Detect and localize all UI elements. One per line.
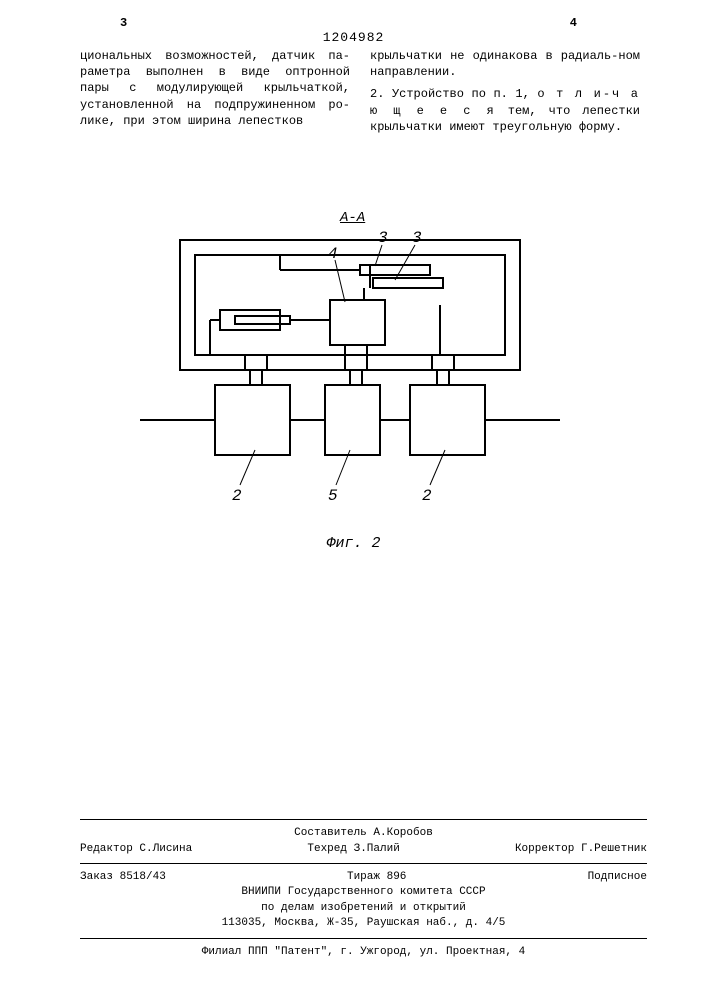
column-left: циональных возможностей, датчик па-рамет… [80, 48, 350, 129]
label-5: 5 [328, 487, 338, 505]
org2: по делам изобретений и открытий [80, 901, 647, 916]
column-right: крыльчатки не одинакова в радиаль-ном на… [370, 48, 640, 135]
label-2a: 2 [232, 487, 242, 505]
figure-2: 4 3 3 2 5 2 [120, 210, 580, 510]
tirazh: Тираж 896 [347, 870, 406, 885]
editor-name: С.Лисина [139, 843, 192, 855]
org1: ВНИИПИ Государственного комитета СССР [80, 885, 647, 900]
corr-name: Г.Решетник [581, 843, 647, 855]
addr: 113035, Москва, Ж-35, Раушская наб., д. … [80, 916, 647, 931]
right-p1: крыльчатки не одинакова в радиаль-ном на… [370, 48, 640, 80]
editor-label: Редактор [80, 843, 133, 855]
label-3a: 3 [378, 229, 388, 247]
order-no: Заказ 8518/43 [80, 870, 166, 885]
label-2b: 2 [422, 487, 432, 505]
right-p2: 2. Устройство по п. 1, о т л и-ч а ю щ е… [370, 86, 640, 135]
document-number: 1204982 [323, 30, 385, 45]
credits-row: Редактор С.Лисина Техред З.Палий Коррект… [80, 842, 647, 857]
right-p2a: 2. Устройство по п. 1, [370, 87, 537, 101]
page-number-left: 3 [120, 16, 127, 30]
tech-name: З.Палий [354, 843, 400, 855]
footer-block: Составитель А.Коробов Редактор С.Лисина … [80, 813, 647, 960]
compiler-label: Составитель [294, 827, 367, 839]
label-4: 4 [328, 245, 338, 263]
filial: Филиал ППП "Патент", г. Ужгород, ул. Про… [80, 945, 647, 960]
podpis: Подписное [588, 870, 647, 885]
tech-label: Техред [307, 843, 347, 855]
corr-label: Корректор [515, 843, 574, 855]
compiler-name: А.Коробов [373, 827, 432, 839]
label-3b: 3 [412, 229, 422, 247]
left-text: циональных возможностей, датчик па-рамет… [80, 49, 350, 128]
print-row: Заказ 8518/43 Тираж 896 Подписное [80, 870, 647, 885]
page-number-right: 4 [570, 16, 577, 30]
compiler-row: Составитель А.Коробов [80, 826, 647, 841]
figure-caption: Фиг. 2 [326, 535, 380, 552]
